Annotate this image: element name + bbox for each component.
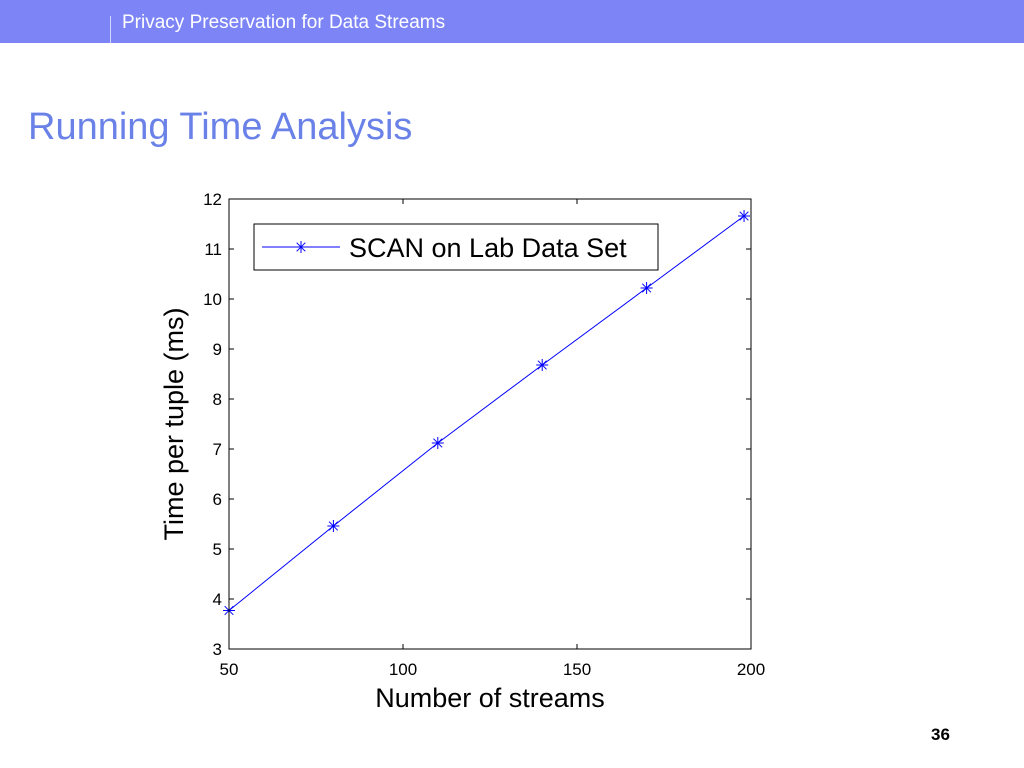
marker-stroke [537,360,547,370]
series-group [223,210,751,617]
legend-marker-asterisk [295,241,307,253]
data-point-marker [431,437,444,449]
y-tick-label: 4 [213,590,222,609]
y-axis-label: Time per tuple (ms) [159,307,189,540]
marker-stroke [739,211,749,221]
x-axis-label: Number of streams [375,683,605,713]
axis-ticks: 3 4 5 6 7 8 9 10 11 12 50 100 150 200 [203,190,765,679]
legend-marker [295,241,307,253]
y-tick-label: 11 [204,240,222,259]
y-tick-label: 7 [213,440,222,459]
x-tick-label: 200 [737,660,765,679]
x-tick-label: 100 [389,660,417,679]
y-tick-label: 5 [213,540,222,559]
header-banner: Privacy Preservation for Data Streams [0,0,1024,43]
x-tick-label: 150 [563,660,591,679]
slide-title: Running Time Analysis [28,106,413,148]
header-divider [110,16,111,43]
page-number: 36 [931,725,950,744]
series-line [228,215,745,611]
legend: SCAN on Lab Data Set [253,223,659,271]
data-point-marker [738,210,751,222]
y-tick-label: 3 [213,640,222,659]
y-tick-label: 12 [203,190,222,209]
y-tick-label: 8 [213,390,222,409]
marker-stroke [328,521,339,531]
marker-stroke [641,283,652,293]
x-tick-label: 50 [220,660,239,679]
data-point-marker [327,520,340,532]
y-tick-label: 6 [213,490,222,509]
presentation-title: Privacy Preservation for Data Streams [122,12,446,33]
data-point-marker [536,359,549,371]
legend-label: SCAN on Lab Data Set [349,233,627,263]
plot-frame [228,198,752,650]
data-point-marker [640,282,653,294]
y-tick-label: 9 [213,340,222,359]
marker-stroke [433,438,443,448]
y-tick-label: 10 [203,290,222,309]
marker-stroke [296,242,306,252]
